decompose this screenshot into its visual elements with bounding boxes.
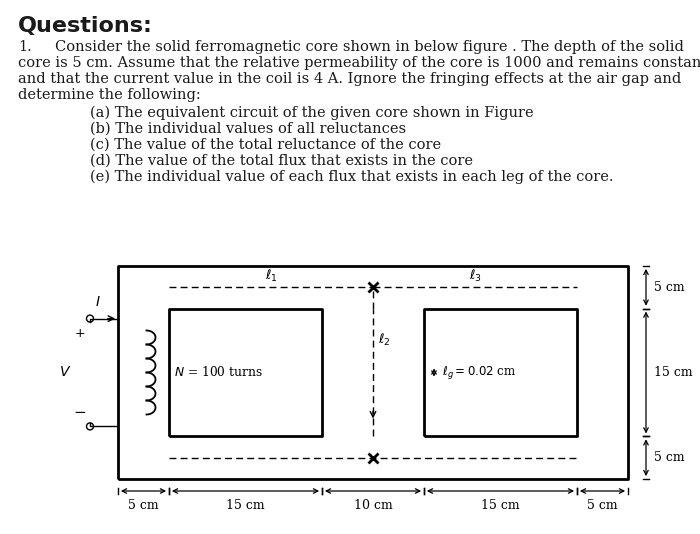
Text: $\ell_g = 0.02$ cm: $\ell_g = 0.02$ cm	[442, 364, 517, 381]
Text: (c) The value of the total reluctance of the core: (c) The value of the total reluctance of…	[90, 138, 441, 152]
Text: (a) The equivalent circuit of the given core shown in Figure: (a) The equivalent circuit of the given …	[90, 106, 533, 120]
Text: 5 cm: 5 cm	[587, 499, 618, 512]
Text: (e) The individual value of each flux that exists in each leg of the core.: (e) The individual value of each flux th…	[90, 170, 613, 184]
Text: (b) The individual values of all reluctances: (b) The individual values of all relucta…	[90, 122, 406, 136]
Text: 15 cm: 15 cm	[654, 366, 692, 379]
Text: $I$: $I$	[95, 295, 101, 309]
Text: $V$: $V$	[59, 365, 71, 380]
Text: 15 cm: 15 cm	[481, 499, 520, 512]
Text: 5 cm: 5 cm	[654, 281, 685, 294]
Text: 10 cm: 10 cm	[354, 499, 393, 512]
Text: Consider the solid ferromagnetic core shown in below figure . The depth of the s: Consider the solid ferromagnetic core sh…	[55, 40, 684, 54]
Text: (d) The value of the total flux that exists in the core: (d) The value of the total flux that exi…	[90, 154, 473, 168]
Text: 1.: 1.	[18, 40, 32, 54]
Text: determine the following:: determine the following:	[18, 88, 201, 102]
Text: $N$ = 100 turns: $N$ = 100 turns	[174, 365, 262, 380]
Text: Questions:: Questions:	[18, 16, 153, 36]
Text: $\ell_1$: $\ell_1$	[265, 268, 277, 284]
Text: 5 cm: 5 cm	[654, 451, 685, 464]
Text: $\ell_2$: $\ell_2$	[378, 332, 391, 348]
Text: core is 5 cm. Assume that the relative permeability of the core is 1000 and rema: core is 5 cm. Assume that the relative p…	[18, 56, 700, 70]
Text: $\ell_3$: $\ell_3$	[468, 268, 482, 284]
Text: 5 cm: 5 cm	[128, 499, 159, 512]
Text: −: −	[74, 405, 86, 420]
Text: and that the current value in the coil is 4 A. Ignore the fringing effects at th: and that the current value in the coil i…	[18, 72, 681, 86]
Text: 15 cm: 15 cm	[226, 499, 265, 512]
Text: +: +	[75, 327, 85, 340]
